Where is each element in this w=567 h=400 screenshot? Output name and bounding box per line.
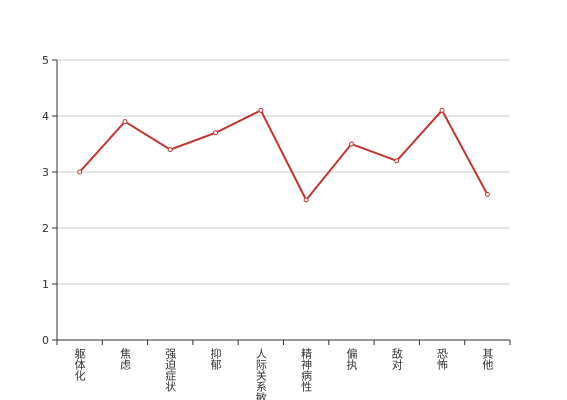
x-tick-label: 偏执 [345,347,358,371]
point [484,191,490,197]
point [77,169,83,175]
x-tick-label: 敌对 [390,347,403,370]
x-tick-label: 抑郁 [209,347,222,370]
x-tick-label: 强迫症状 [164,348,177,392]
x-tick-label: 精神病性 [300,348,313,393]
point [303,197,309,203]
point [167,147,173,153]
y-tick-label: 4 [42,110,49,123]
y-tick-label: 0 [42,334,49,347]
point [348,141,354,147]
x-tick-label: 恐怖 [436,348,449,370]
y-tick-label: 5 [42,54,49,67]
point [213,130,219,136]
point [439,107,445,113]
y-tick-label: 3 [42,166,49,179]
x-tick-label: 躯体化 [73,348,86,382]
x-tick-label: 人际关系敏感 [254,348,267,400]
x-tick-label: 其他 [481,348,494,370]
y-tick-label: 1 [42,278,49,291]
point [122,119,128,125]
point [394,158,400,164]
y-tick-label: 2 [42,222,49,235]
line [78,108,489,202]
x-tick-label: 焦虑 [118,348,131,370]
point [258,107,264,113]
